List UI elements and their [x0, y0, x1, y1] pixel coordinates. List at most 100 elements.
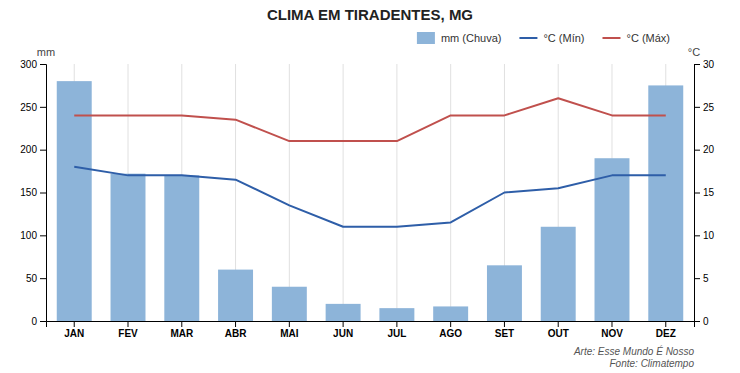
tick-mark	[694, 193, 700, 194]
tick: 250	[20, 102, 46, 113]
tick-mark	[40, 150, 46, 151]
tick-label: 5	[703, 273, 709, 284]
tick: AGO	[439, 321, 462, 339]
tick-label: DEZ	[656, 328, 676, 339]
tick-label: 20	[703, 144, 715, 155]
tick: 15	[694, 187, 715, 198]
line	[74, 167, 666, 227]
tick-label: 250	[20, 102, 37, 113]
tick: 5	[694, 273, 709, 284]
tick: 20	[694, 144, 715, 155]
tick-mark	[40, 193, 46, 194]
axis: JAN FEV MAR ABR MAI JUN JUL AGO SET OUT NOV DEZ	[47, 321, 695, 339]
bar	[326, 304, 361, 321]
plot: JAN FEV MAR ABR MAI JUN JUL AGO SET OUT NOV DEZ 0 50 1…	[20, 32, 714, 369]
legend-entry: °C (Máx)	[602, 32, 670, 44]
tick: FEV	[118, 321, 138, 339]
tick-mark	[504, 321, 505, 327]
bar	[218, 270, 253, 321]
tick: 100	[20, 230, 46, 241]
legend-swatch	[519, 37, 537, 39]
tick: 200	[20, 144, 46, 155]
legend: mm (Chuva) °C (Mín) °C (Máx)	[417, 32, 670, 44]
tick-label: 300	[20, 59, 37, 70]
bar	[433, 306, 468, 321]
tick: MAI	[280, 321, 299, 339]
tick-mark	[235, 321, 236, 327]
grid-line	[343, 64, 344, 321]
tick-mark	[74, 321, 75, 327]
tick: JAN	[64, 321, 84, 339]
tick: 25	[694, 102, 715, 113]
tick-label: 50	[26, 273, 38, 284]
tick-mark	[694, 321, 700, 322]
tick-label: 30	[703, 59, 715, 70]
bar	[272, 287, 307, 321]
axis-line	[40, 65, 47, 322]
tick: OUT	[548, 321, 569, 339]
tick-label: AGO	[439, 328, 462, 339]
legend-entry: °C (Mín)	[519, 32, 584, 44]
tick-label: OUT	[548, 328, 569, 339]
tick-mark	[558, 321, 559, 327]
tick: 30	[694, 59, 715, 70]
tick-label: 100	[20, 230, 37, 241]
tick-mark	[40, 321, 46, 322]
bar	[57, 81, 92, 321]
tick: MAR	[170, 321, 194, 339]
axis-title: mm	[37, 46, 55, 58]
bar	[648, 85, 683, 321]
bar	[379, 308, 414, 321]
annotation: Fonte: Climatempo	[610, 358, 695, 369]
line	[74, 98, 666, 141]
tick: JUN	[333, 321, 353, 339]
tick: 50	[26, 273, 46, 284]
tick-mark	[694, 64, 700, 65]
tick-mark	[694, 150, 700, 151]
tick-label: MAR	[170, 328, 194, 339]
plot-area	[57, 64, 683, 321]
tick-mark	[40, 64, 46, 65]
grid	[74, 64, 666, 321]
tick-label: NOV	[601, 328, 623, 339]
bar	[164, 175, 199, 321]
legend-entry: mm (Chuva)	[417, 32, 502, 44]
bar	[595, 158, 630, 321]
tick-label: FEV	[118, 328, 138, 339]
legend-label: °C (Máx)	[626, 32, 670, 44]
tick-mark	[181, 321, 182, 327]
tick-label: 15	[703, 187, 715, 198]
grid-line	[396, 64, 397, 321]
title: CLIMA EM TIRADENTES, MG	[267, 6, 473, 23]
tick-label: 150	[20, 187, 37, 198]
tick: 0	[694, 316, 709, 327]
axis-title: °C	[688, 46, 700, 58]
tick-mark	[396, 321, 397, 327]
tick: 300	[20, 59, 46, 70]
tick-label: MAI	[280, 328, 299, 339]
tick: 150	[20, 187, 46, 198]
tick-label: 200	[20, 144, 37, 155]
tick-mark	[450, 321, 451, 327]
bars	[57, 81, 683, 321]
legend-swatch	[602, 37, 620, 39]
tick: 10	[694, 230, 715, 241]
bar	[487, 265, 522, 321]
tick-mark	[611, 321, 612, 327]
tick-label: JUL	[387, 328, 406, 339]
tick-label: 25	[703, 102, 715, 113]
grid-line	[450, 64, 451, 321]
tick: ABR	[225, 321, 247, 339]
axis: 050100150200250300	[20, 59, 46, 327]
tick: SET	[495, 321, 514, 339]
axis: 0 5 10 15 20 25 30	[694, 59, 715, 327]
legend-label: °C (Mín)	[543, 32, 584, 44]
tick-mark	[40, 107, 46, 108]
tick-label: 0	[703, 316, 709, 327]
tick-mark	[40, 278, 46, 279]
tick-mark	[665, 321, 666, 327]
tick-label: SET	[495, 328, 514, 339]
tick-label: JUN	[333, 328, 353, 339]
tick-mark	[694, 278, 700, 279]
tick-label: 10	[703, 230, 715, 241]
